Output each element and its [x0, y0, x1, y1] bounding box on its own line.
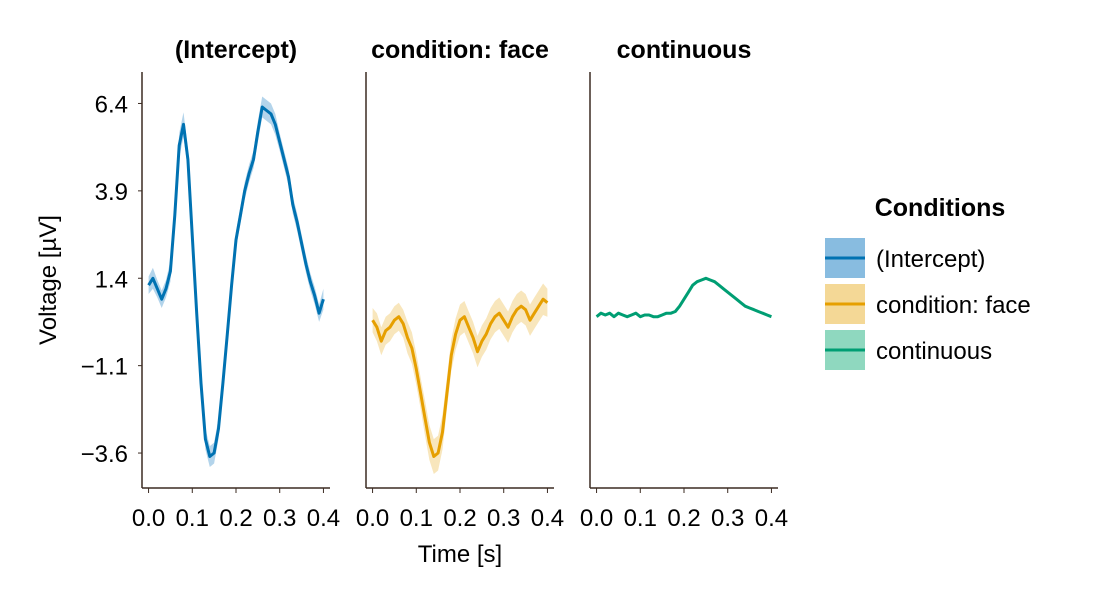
- panels: (Intercept) 0.0 0.1 0.2 0.3 0.4 6.4 3.9 1.4 −1.1 −…: [81, 36, 789, 532]
- x-tick-label-1-3: 0.3: [487, 505, 520, 532]
- panel-0: (Intercept) 0.0 0.1 0.2 0.3 0.4 6.4 3.9 1.4 −1.1 −…: [81, 36, 341, 532]
- series-line-1: [371, 297, 549, 458]
- x-tick-label-0-0: 0.0: [132, 505, 165, 532]
- legend-label-0: (Intercept): [876, 246, 985, 273]
- y-axis-title: Voltage [µV]: [35, 215, 62, 345]
- y-tick-label-1: 3.9: [95, 179, 128, 206]
- series-line-2: [595, 276, 772, 319]
- legend-label-2: continuous: [876, 338, 992, 365]
- legend: Conditions (Intercept) condition: face con…: [825, 194, 1031, 370]
- ci-band-1: [372, 283, 548, 474]
- x-tick-label-2-1: 0.1: [624, 505, 657, 532]
- x-tick-label-1-4: 0.4: [531, 505, 564, 532]
- y-tick-label-2: 1.4: [95, 266, 128, 293]
- x-tick-label-1-2: 0.2: [443, 505, 476, 532]
- x-tick-label-0-1: 0.1: [176, 505, 209, 532]
- panel-title-2: continuous: [617, 36, 752, 64]
- legend-title: Conditions: [875, 194, 1006, 222]
- x-tick-label-0-2: 0.2: [219, 505, 252, 532]
- x-tick-label-1-1: 0.1: [400, 505, 433, 532]
- ci-band-0: [148, 96, 324, 467]
- y-tick-label-0: 6.4: [95, 91, 128, 118]
- x-tick-label-1-0: 0.0: [356, 505, 389, 532]
- legend-item-2: continuous: [825, 330, 992, 370]
- panel-title-0: (Intercept): [175, 36, 297, 64]
- y-tick-label-4: −3.6: [81, 441, 128, 468]
- x-tick-label-0-3: 0.3: [263, 505, 296, 532]
- x-tick-label-2-4: 0.4: [755, 505, 788, 532]
- panel-2: continuous 0.0 0.1 0.2 0.3 0.4: [580, 36, 788, 532]
- panel-1: condition: face 0.0 0.1 0.2 0.3 0.4: [356, 36, 564, 532]
- x-tick-label-2-3: 0.3: [711, 505, 744, 532]
- legend-item-0: (Intercept): [825, 238, 985, 278]
- legend-label-1: condition: face: [876, 292, 1031, 319]
- legend-item-1: condition: face: [825, 284, 1031, 324]
- panel-title-1: condition: face: [371, 36, 549, 64]
- y-tick-label-3: −1.1: [81, 354, 128, 381]
- x-tick-label-2-2: 0.2: [667, 505, 700, 532]
- series-line-0: [147, 105, 325, 458]
- x-tick-label-0-4: 0.4: [307, 505, 340, 532]
- legend-items: (Intercept) condition: face continuous: [825, 238, 1031, 370]
- x-tick-label-2-0: 0.0: [580, 505, 613, 532]
- x-axis-title: Time [s]: [418, 541, 502, 568]
